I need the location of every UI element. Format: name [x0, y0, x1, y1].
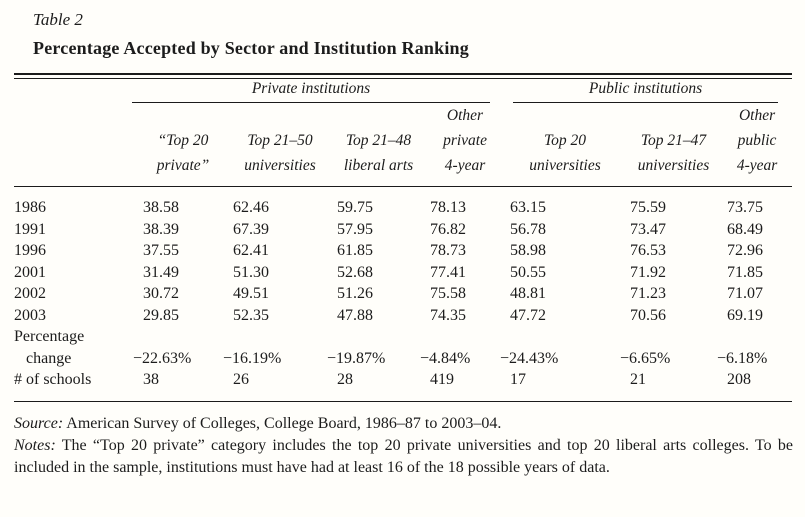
table-cell: 47.72: [510, 306, 547, 324]
row-label: 1986: [14, 199, 46, 216]
group-header-public: Public institutions: [505, 79, 792, 103]
table-cell: 71.23: [630, 285, 667, 302]
col-header-top21-50-universities: Top 21–50 universities: [228, 103, 332, 187]
table-cell: 70.56: [630, 306, 667, 324]
journal-table-page: Table 2 Percentage Accepted by Sector an…: [14, 10, 793, 479]
row-label: 1996: [14, 242, 46, 259]
column-header-row: “Top 20 private” Top 21–50 universities …: [14, 103, 793, 187]
table-cell: 71.92: [630, 263, 667, 281]
source-label: Source:: [14, 414, 64, 432]
table-cell: 29.85: [143, 306, 179, 324]
table-cell: 76.82: [430, 220, 466, 238]
table-cell: 28: [332, 369, 425, 402]
table-cell: 67.39: [233, 220, 269, 238]
table-cell: 50.55: [510, 263, 547, 281]
table-number-label: Table 2: [33, 10, 83, 29]
table-row-1986: 1986 38.58 62.46 59.75 78.13 63.15 75.59…: [14, 187, 792, 219]
table-cell: 77.41: [430, 263, 466, 281]
table-cell: 31.49: [143, 263, 179, 281]
table-row-2003: 2003 29.85 52.35 47.88 74.35 47.72 70.56…: [14, 305, 792, 327]
table-cell: 56.78: [510, 220, 547, 238]
table-cell: 419: [425, 369, 506, 402]
group-header-private: Private institutions: [132, 79, 505, 103]
table-cell: 72.96: [727, 242, 764, 259]
table-cell: −22.63%: [133, 349, 192, 367]
notes-note: Notes: The “Top 20 private” category inc…: [14, 435, 793, 479]
group-header-public-label: Public institutions: [588, 80, 703, 97]
table-cell: 51.26: [337, 285, 373, 302]
table-cell: 37.55: [143, 242, 179, 259]
table-cell: 30.72: [143, 285, 179, 302]
table-cell: 78.73: [430, 242, 466, 259]
table-cell: −24.43%: [500, 349, 559, 367]
table-cell: 57.95: [337, 220, 373, 238]
table-cell: −6.65%: [620, 349, 671, 367]
table-cell: 38.39: [143, 220, 179, 238]
table-cell: 68.49: [727, 220, 764, 238]
table-cell: 75.58: [430, 285, 466, 302]
table-cell: 208: [722, 369, 793, 402]
table-cell: 71.85: [727, 263, 764, 281]
table-cell: 62.46: [233, 199, 269, 216]
col-header-top21-47-universities: Top 21–47 universities: [625, 103, 723, 187]
table-cell: 58.98: [510, 242, 547, 259]
row-label: Percentage change: [14, 328, 85, 367]
table-cell: −16.19%: [223, 349, 282, 367]
row-label: 2001: [14, 263, 46, 281]
table-cell: 61.85: [337, 242, 373, 259]
table-title: Percentage Accepted by Sector and Instit…: [33, 38, 469, 58]
table-cell: −6.18%: [717, 349, 768, 367]
table-cell: 52.35: [233, 306, 269, 324]
table-cell: 62.41: [233, 242, 269, 259]
col-header-top21-48-liberal-arts: Top 21–48 liberal arts: [332, 103, 425, 187]
table-cell: 21: [625, 369, 723, 402]
notes-text: The “Top 20 private” category includes t…: [14, 436, 793, 476]
table-cell: 75.59: [630, 199, 667, 216]
table-cell: −4.84%: [420, 349, 471, 367]
table-cell: 48.81: [510, 285, 547, 302]
table-cell: 49.51: [233, 285, 269, 302]
table-row-percentage-change: Percentage change −22.63% −16.19% −19.87…: [14, 326, 792, 369]
source-text: American Survey of Colleges, College Boa…: [63, 414, 502, 432]
table-cell: 73.75: [727, 199, 764, 216]
table-cell: 52.68: [337, 263, 373, 281]
table-cell: 17: [505, 369, 626, 402]
table-cell: 73.47: [630, 220, 667, 238]
table-row-1996: 1996 37.55 62.41 61.85 78.73 58.98 76.53…: [14, 240, 792, 262]
column-header-spacer: [14, 103, 138, 187]
col-header-other-private-4year: Other private 4-year: [425, 103, 506, 187]
group-header-private-label: Private institutions: [251, 80, 371, 97]
table-footnotes: Source: American Survey of Colleges, Col…: [14, 413, 793, 479]
table-row-num-schools: # of schools 38 26 28 419 17 21 208: [14, 369, 793, 402]
table-cell: 69.19: [727, 306, 764, 324]
acceptance-rate-table: Private institutions Public institutions…: [14, 79, 793, 402]
double-rule-divider: [14, 73, 792, 79]
table-cell: 71.07: [727, 285, 764, 302]
table-cell: 47.88: [337, 306, 373, 324]
col-header-top20-private: “Top 20 private”: [138, 103, 228, 187]
table-cell: 78.13: [430, 199, 466, 216]
row-label: # of schools: [14, 369, 138, 402]
table-cell: 51.30: [233, 263, 269, 281]
row-label: 2003: [14, 306, 46, 324]
group-header-row: Private institutions Public institutions: [14, 79, 792, 103]
table-cell: 26: [228, 369, 332, 402]
table-cell: 38.58: [143, 199, 179, 216]
notes-label: Notes:: [14, 436, 56, 454]
table-row-2002: 2002 30.72 49.51 51.26 75.58 48.81 71.23…: [14, 283, 792, 305]
table-row-1991: 1991 38.39 67.39 57.95 76.82 56.78 73.47…: [14, 219, 792, 241]
table-cell: 76.53: [630, 242, 667, 259]
table-row-2001: 2001 31.49 51.30 52.68 77.41 50.55 71.92…: [14, 262, 792, 284]
row-label: 2002: [14, 285, 46, 302]
source-note: Source: American Survey of Colleges, Col…: [14, 413, 793, 435]
table-cell: 38: [138, 369, 228, 402]
table-cell: −19.87%: [327, 349, 386, 367]
col-header-top20-universities: Top 20 universities: [505, 103, 626, 187]
table-cell: 63.15: [510, 199, 547, 216]
table-cell: 59.75: [337, 199, 373, 216]
row-label: 1991: [14, 220, 46, 238]
table-cell: 74.35: [430, 306, 466, 324]
group-header-spacer: [14, 79, 138, 103]
col-header-other-public-4year: Other public 4-year: [722, 103, 793, 187]
